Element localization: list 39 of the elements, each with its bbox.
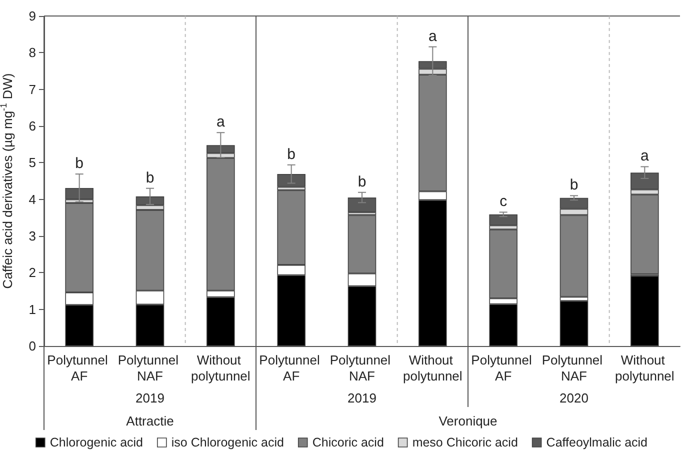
- annotation: a: [216, 114, 226, 131]
- x-tick-label: Polytunnel AF: [471, 352, 536, 384]
- annotation: a: [428, 28, 438, 45]
- legend-label: meso Chicoric acid: [412, 436, 518, 450]
- y-tick-label: 8: [28, 45, 36, 60]
- y-tick-label: 0: [28, 338, 36, 354]
- annotation: b: [287, 146, 296, 163]
- y-tick-label: 1: [28, 302, 36, 317]
- text: Attractie: [126, 414, 174, 428]
- x-tick-label: Without polytunnel: [191, 352, 250, 384]
- text: 2020: [560, 390, 588, 406]
- annotation: b: [146, 169, 154, 186]
- annotation: b: [570, 176, 578, 194]
- annotation: b: [75, 155, 84, 172]
- x-tick-label: Polytunnel NAF: [330, 352, 394, 384]
- y-tick-label: 3: [28, 228, 36, 244]
- y-tick-label: 6: [28, 118, 36, 134]
- text: Veronique: [438, 414, 498, 428]
- annotation: b: [358, 173, 366, 190]
- x-tick-label: Without polytunnel: [403, 352, 462, 384]
- x-tick-label: Without polytunnel: [615, 352, 674, 384]
- y-axis-title: Caffeic acid derivatives (µg mg-1 DW): [0, 73, 15, 289]
- legend-label: Caffeoylmalic acid: [546, 436, 648, 450]
- legend-label: iso Chlorogenic acid: [171, 436, 284, 450]
- annotation: a: [640, 148, 650, 165]
- x-tick-label: Polytunnel AF: [259, 352, 324, 384]
- y-tick-label: 2: [28, 265, 36, 280]
- x-tick-label: Polytunnel NAF: [118, 352, 182, 384]
- legend-label: Chicoric acid: [312, 436, 384, 450]
- text: 2019: [136, 390, 164, 406]
- y-tick-label: 7: [28, 82, 36, 97]
- x-tick-label: Polytunnel NAF: [542, 352, 606, 384]
- annotation: c: [500, 193, 508, 210]
- legend-label: Chlorogenic acid: [50, 436, 144, 450]
- y-tick-label: 5: [28, 155, 36, 170]
- x-tick-label: Polytunnel AF: [47, 352, 112, 384]
- text: 2019: [348, 390, 376, 406]
- y-tick-label: 9: [28, 8, 36, 24]
- y-tick-label: 4: [28, 192, 36, 207]
